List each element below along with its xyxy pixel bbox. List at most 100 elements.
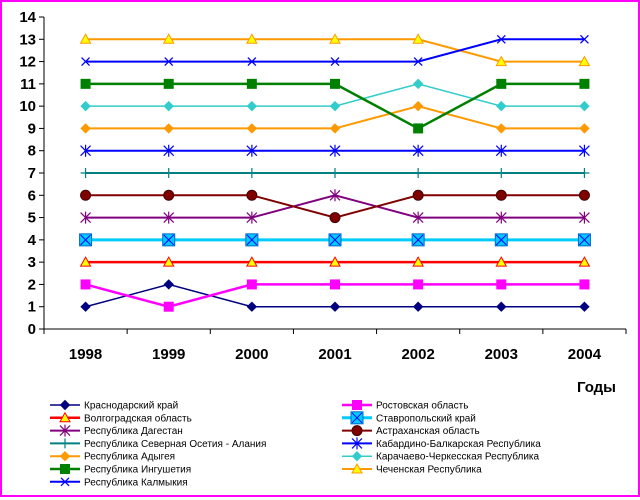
y-tick-label: 0 [28,321,36,338]
data-point [163,301,174,312]
data-point [80,189,92,201]
legend-marker [60,477,70,487]
legend-item: Республика Ингушетия [50,464,191,476]
legend-item: Чеченская Республика [342,462,482,476]
legend-item: Астраханская область [342,425,480,437]
data-point [412,100,424,112]
series-9 [80,100,590,134]
series-1 [80,279,590,312]
data-point [579,144,590,157]
legend-label: Республика Дагестан [84,425,183,437]
data-point [578,189,590,201]
y-tick-label: 1 [28,299,36,316]
legend-label: Ставропольский край [376,413,476,424]
data-point [163,78,174,89]
y-tick-label: 12 [19,54,36,71]
data-point [412,256,424,267]
data-point [577,233,591,247]
data-point [80,100,91,112]
legend-marker [60,464,70,474]
data-point [495,256,508,267]
series-4 [79,233,591,247]
y-tick-label: 4 [28,232,37,249]
data-point [496,301,507,312]
legend-marker [59,399,71,411]
data-point [81,57,91,67]
data-point [246,301,258,312]
data-point [412,189,424,201]
y-tick-label: 10 [19,98,36,115]
data-point [329,212,341,224]
y-tick-label: 6 [28,187,36,204]
legend-item: Кабардино-Балкарская Республика [342,437,541,450]
legend-item: Республика Адыгея [50,451,175,463]
y-tick-label: 5 [28,210,36,227]
data-point [495,211,507,224]
legend-label: Республика Северная Осетия - Алания [84,438,266,450]
data-point [496,279,507,290]
legend-label: Карачаево-Черкесская Республика [376,451,540,463]
data-point [413,279,424,290]
data-point [80,168,91,178]
data-point [496,34,506,44]
legend-item: Республика Дагестан [50,424,183,437]
data-point [79,256,92,267]
data-point [163,189,175,201]
legend-label: Астраханская область [376,425,480,437]
series-7 [80,168,590,178]
legend-marker [59,450,71,462]
x-tick-label: 1998 [69,346,102,363]
data-point [80,123,91,134]
data-point [579,34,589,44]
data-point [246,78,257,89]
data-point [246,144,258,157]
data-point [163,211,175,224]
legend-label: Чеченская Республика [376,464,482,476]
data-point [413,168,424,178]
legend-item: Ростовская область [342,400,468,412]
legend-label: Республика Ингушетия [84,464,191,476]
legend-label: Республика Адыгея [84,451,175,463]
data-point [330,279,340,290]
data-point [329,123,341,134]
y-tick-label: 3 [28,254,36,271]
data-point [246,33,258,44]
y-tick-label: 8 [28,143,36,160]
data-point [494,233,508,247]
legend-marker [351,450,363,462]
data-point [163,168,174,178]
y-tick-label: 14 [19,9,36,26]
data-point [246,189,258,201]
legend-marker [351,437,363,450]
data-point [163,279,174,290]
x-tick-label: 2001 [318,346,351,363]
x-tick-label: 2004 [568,346,602,363]
data-point [80,144,91,157]
series-8 [80,144,590,157]
legend-item: Краснодарский край [50,399,178,412]
data-point [79,33,92,44]
x-tick-label: 2003 [485,346,518,363]
series-6 [80,189,590,224]
data-point [329,256,341,267]
series-5 [80,189,590,224]
data-point [578,55,591,67]
data-point [80,78,91,89]
data-point [162,256,175,267]
data-point [163,144,175,157]
data-point [247,57,257,67]
data-point [413,123,424,134]
data-point [412,144,424,157]
data-point [246,279,257,290]
legend: Краснодарский край Ростовская область Волг… [50,399,541,488]
data-point [164,57,174,67]
data-point [412,33,424,44]
data-point [495,55,508,67]
legend-marker [59,411,71,423]
data-point [163,123,174,134]
data-point [329,144,341,157]
y-tick-label: 13 [19,31,36,48]
data-point [80,301,91,312]
data-point [162,233,176,247]
